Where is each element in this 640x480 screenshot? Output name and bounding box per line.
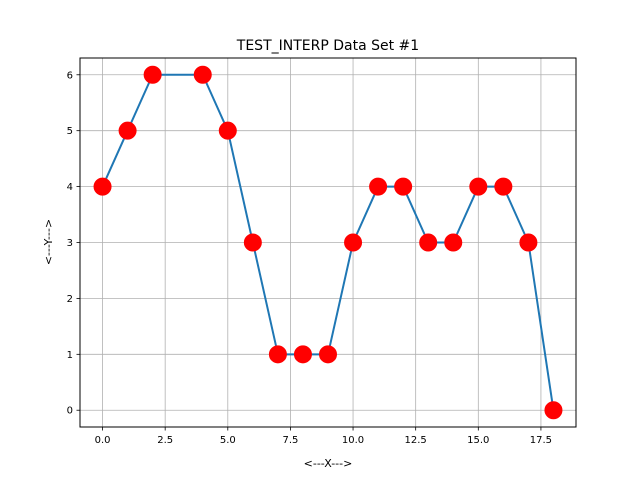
- x-axis-label: <---X--->: [304, 457, 353, 470]
- data-point: [394, 177, 413, 196]
- data-point: [143, 65, 162, 84]
- plot-area: [79, 57, 577, 428]
- y-tick-label: 5: [67, 126, 73, 137]
- grid: [80, 58, 576, 427]
- data-point: [218, 121, 237, 140]
- x-tick-label: 12.5: [405, 435, 427, 446]
- data-point: [268, 345, 287, 364]
- chart-title: TEST_INTERP Data Set #1: [236, 38, 419, 54]
- data-point: [369, 177, 388, 196]
- y-tick-label: 2: [67, 294, 73, 305]
- y-tick-label: 3: [67, 238, 73, 249]
- data-point: [319, 345, 337, 364]
- x-tick-label: 10.0: [342, 435, 364, 446]
- x-tick-label: 15.0: [467, 435, 489, 446]
- data-point: [494, 177, 513, 196]
- data-point: [193, 65, 212, 84]
- y-axis-label: <---Y--->: [42, 219, 55, 265]
- data-point: [293, 345, 312, 364]
- y-tick-label: 6: [67, 70, 73, 81]
- x-tick-label: 2.5: [157, 435, 173, 446]
- x-tick-label: 5.0: [220, 435, 236, 446]
- data-point: [469, 177, 488, 196]
- data-point: [344, 233, 363, 252]
- data-point: [419, 233, 438, 252]
- x-axis: 0.0 2.5 5.0 7.5 10.0 12.5 15.0 17.5: [95, 427, 552, 446]
- y-axis: 0 1 2 3 4 5 6: [67, 70, 80, 417]
- x-tick-label: 7.5: [282, 435, 298, 446]
- data-point: [544, 401, 563, 420]
- data-point: [243, 233, 262, 252]
- y-tick-label: 1: [67, 350, 73, 361]
- data-point: [118, 121, 137, 140]
- x-tick-label: 17.5: [530, 435, 552, 446]
- x-tick-label: 0.0: [95, 435, 111, 446]
- y-tick-label: 4: [67, 182, 73, 193]
- data-point: [444, 233, 463, 252]
- y-tick-label: 0: [67, 406, 73, 417]
- data-point: [93, 177, 112, 196]
- data-point: [519, 233, 538, 252]
- marker-group: [93, 65, 563, 420]
